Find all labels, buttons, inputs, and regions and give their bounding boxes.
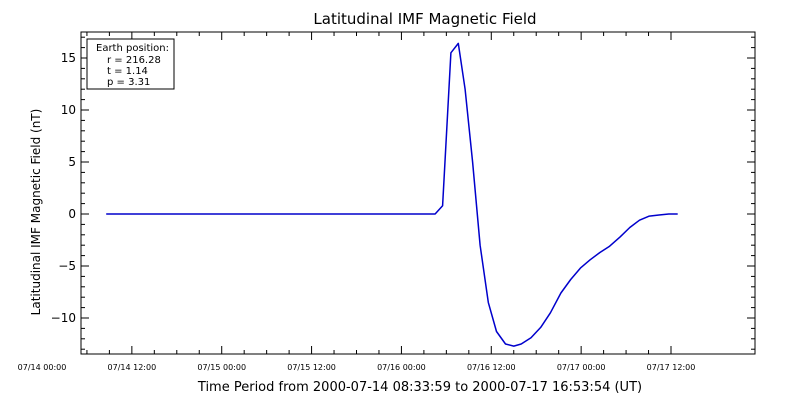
annotation-t: t = 1.14 — [107, 66, 148, 77]
y-tick-label: 15 — [61, 51, 76, 65]
y-tick-label: −10 — [51, 311, 76, 325]
x-tick-label: 07/16 12:00 — [467, 363, 516, 372]
plot-frame — [80, 31, 756, 355]
annotation-frame — [86, 38, 175, 90]
series-lines — [106, 42, 678, 347]
x-tick-label: 07/17 12:00 — [647, 363, 696, 372]
chart-title: Latitudinal IMF Magnetic Field — [313, 10, 536, 28]
x-tick-labels: 07/14 00:00 07/14 12:00 07/15 00:00 07/15 1… — [18, 363, 696, 372]
series-line — [106, 42, 678, 347]
x-tick-label: 07/14 00:00 — [18, 363, 67, 372]
annotation-heading: Earth position: — [96, 43, 169, 54]
x-tick-label: 07/17 00:00 — [557, 363, 606, 372]
y-tick-label: −5 — [58, 259, 76, 273]
x-tick-label: 07/16 00:00 — [377, 363, 426, 372]
x-tick-label: 07/15 00:00 — [197, 363, 246, 372]
annotation-r: r = 216.28 — [107, 55, 161, 66]
earth-position-box: Earth position: r = 216.28 t = 1.14 p = … — [86, 38, 175, 90]
y-tick-label: 10 — [61, 103, 76, 117]
y-axis-label: Latitudinal IMF Magnetic Field (nT) — [29, 109, 43, 316]
y-tick-label: 0 — [68, 207, 76, 221]
x-tick-label: 07/15 12:00 — [287, 363, 336, 372]
axis-ticks — [81, 32, 755, 354]
y-tick-labels: 15 10 5 0 −5 −10 — [51, 51, 76, 325]
y-tick-label: 5 — [68, 155, 76, 169]
x-tick-label: 07/14 12:00 — [108, 363, 157, 372]
x-axis-label: Time Period from 2000-07-14 08:33:59 to … — [197, 380, 642, 395]
annotation-p: p = 3.31 — [107, 77, 150, 88]
